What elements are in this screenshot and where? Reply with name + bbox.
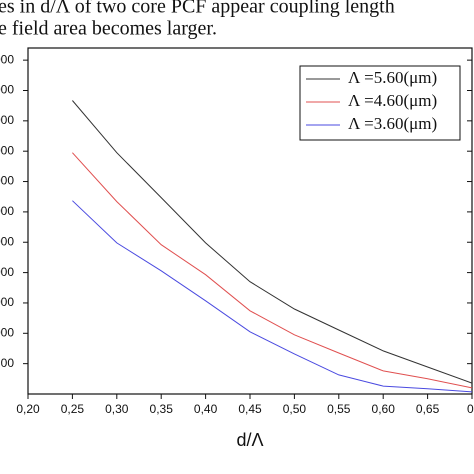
x-tick-label: 0,20 [16, 402, 40, 416]
x-tick-label: 0,60 [372, 402, 396, 416]
y-tick-label: 000 [0, 325, 14, 339]
x-tick-label: 0,40 [194, 402, 218, 416]
legend-label: Λ =4.60(μm) [348, 91, 437, 110]
caption-line: e field area becomes larger. [0, 18, 217, 40]
caption-line: es in d/Λ of two core PCF appear couplin… [0, 0, 395, 18]
x-axis-label: d/Λ [236, 430, 263, 450]
x-tick-label: 0, [467, 402, 474, 416]
y-tick-label: 000 [0, 113, 14, 127]
x-tick-label: 0,25 [61, 402, 85, 416]
legend-label: Λ =5.60(μm) [348, 68, 437, 87]
y-tick-label: 000 [0, 234, 14, 248]
x-tick-label: 0,65 [416, 402, 440, 416]
x-tick-label: 0,35 [150, 402, 174, 416]
x-tick-label: 0,45 [238, 402, 262, 416]
y-tick-label: 000 [0, 265, 14, 279]
y-tick-label: 000 [0, 295, 14, 309]
legend-box [299, 65, 461, 141]
y-tick-label: 000 [0, 204, 14, 218]
series-line [72, 200, 473, 393]
y-tick-label: 000 [0, 174, 14, 188]
x-tick-label: 0,55 [327, 402, 351, 416]
series-line [72, 100, 473, 384]
series-line [72, 152, 473, 389]
x-tick-label: 0,50 [283, 402, 307, 416]
y-tick-label: 00 [1, 356, 15, 370]
x-tick-label: 0,30 [105, 402, 129, 416]
y-tick-label: 000 [0, 52, 14, 66]
y-tick-label: 000 [0, 83, 14, 97]
legend-label: Λ =3.60(μm) [348, 114, 437, 133]
y-tick-label: 000 [0, 143, 14, 157]
